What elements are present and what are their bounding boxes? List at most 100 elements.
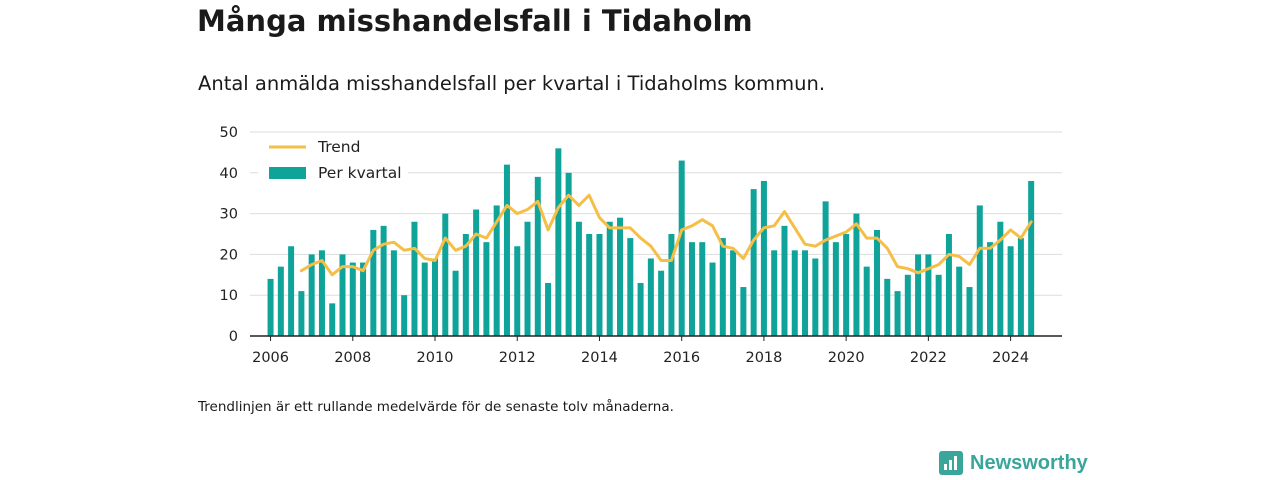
- bar: [617, 217, 624, 336]
- x-tick-label: 2014: [581, 350, 618, 366]
- bar: [699, 242, 706, 336]
- bar: [267, 278, 274, 336]
- bar: [812, 258, 819, 336]
- bar: [586, 234, 593, 336]
- x-tick-label: 2010: [417, 350, 454, 366]
- y-tick-label: 30: [220, 207, 238, 223]
- newsworthy-logo-icon: [939, 451, 963, 475]
- bar: [503, 164, 510, 336]
- y-tick-label: 40: [220, 166, 238, 182]
- bar: [997, 221, 1004, 336]
- bar: [678, 160, 685, 336]
- bar: [555, 148, 562, 336]
- bar: [349, 262, 356, 336]
- bar: [935, 274, 942, 336]
- bar: [390, 250, 397, 336]
- bar: [277, 266, 284, 336]
- bar: [802, 250, 809, 336]
- bar: [904, 274, 911, 336]
- bar: [329, 303, 336, 336]
- bar: [668, 234, 675, 336]
- x-tick-label: 2016: [663, 350, 700, 366]
- bar: [534, 176, 541, 336]
- y-tick-label: 20: [220, 247, 238, 263]
- bar: [596, 234, 603, 336]
- bar: [966, 287, 973, 336]
- chart-title: Många misshandelsfall i Tidaholm: [197, 4, 753, 38]
- bar: [575, 221, 582, 336]
- y-tick-label: 50: [220, 125, 238, 141]
- bar: [421, 262, 428, 336]
- bar: [411, 221, 418, 336]
- bar: [730, 250, 737, 336]
- bar: [462, 234, 469, 336]
- x-tick-label: 2020: [828, 350, 865, 366]
- bar: [853, 213, 860, 336]
- bar: [1007, 246, 1014, 336]
- x-tick-label: 2018: [745, 350, 782, 366]
- bar: [308, 254, 315, 336]
- bar: [493, 205, 500, 336]
- bar: [432, 258, 439, 336]
- bar: [339, 254, 346, 336]
- bar: [719, 238, 726, 336]
- bar: [647, 258, 654, 336]
- bar: [606, 221, 613, 336]
- bar: [925, 254, 932, 336]
- bar: [380, 225, 387, 336]
- y-tick-label: 10: [220, 288, 238, 304]
- x-tick-label: 2022: [910, 350, 947, 366]
- bar: [1017, 238, 1024, 336]
- bar: [514, 246, 521, 336]
- bar: [288, 246, 295, 336]
- bar: [442, 213, 449, 336]
- bar: [976, 205, 983, 336]
- bar: [318, 250, 325, 336]
- bar: [771, 250, 778, 336]
- bar: [1028, 180, 1035, 336]
- chart: 0 10 20 30 40 50 2006 2008 2010 2012 2014 2016 2018 2…: [220, 125, 1062, 366]
- bar: [452, 270, 459, 336]
- bar: [863, 266, 870, 336]
- bar: [987, 242, 994, 336]
- bar: [658, 270, 665, 336]
- x-tick-label: 2008: [334, 350, 371, 366]
- bar: [781, 225, 788, 336]
- bar: [298, 291, 305, 336]
- bar: [360, 262, 367, 336]
- footnote: Trendlinjen är ett rullande medelvärde f…: [198, 399, 674, 415]
- bar: [637, 282, 644, 336]
- axes: 0 10 20 30 40 50 2006 2008 2010 2012 2014 2016 2018 2…: [220, 125, 1062, 366]
- trend-series: [299, 193, 1033, 277]
- bar: [760, 180, 767, 336]
- legend: Trend Per kvartal: [258, 134, 408, 186]
- y-tick-label: 0: [229, 329, 238, 345]
- bar: [545, 282, 552, 336]
- chart-subtitle: Antal anmälda misshandelsfall per kvarta…: [198, 72, 826, 95]
- x-tick-label: 2024: [992, 350, 1029, 366]
- bar: [370, 229, 377, 336]
- x-tick-label: 2006: [252, 350, 289, 366]
- brand-logo[interactable]: Newsworthy: [939, 451, 1088, 475]
- bar: [873, 229, 880, 336]
- bar: [483, 242, 490, 336]
- bar: [894, 291, 901, 336]
- bar: [401, 295, 408, 336]
- bar: [688, 242, 695, 336]
- trend-line: [299, 193, 1033, 277]
- legend-bar-label: Per kvartal: [318, 164, 402, 182]
- bar-series: [267, 148, 1035, 336]
- x-tick-label: 2012: [499, 350, 536, 366]
- bar: [709, 262, 716, 336]
- bar: [956, 266, 963, 336]
- bar: [791, 250, 798, 336]
- bar: [740, 287, 747, 336]
- bar: [473, 209, 480, 336]
- bar: [884, 278, 891, 336]
- bar: [945, 234, 952, 336]
- legend-trend-label: Trend: [317, 138, 360, 156]
- bar: [524, 221, 531, 336]
- bar: [627, 238, 634, 336]
- bar: [565, 172, 572, 336]
- brand-name: Newsworthy: [970, 451, 1088, 474]
